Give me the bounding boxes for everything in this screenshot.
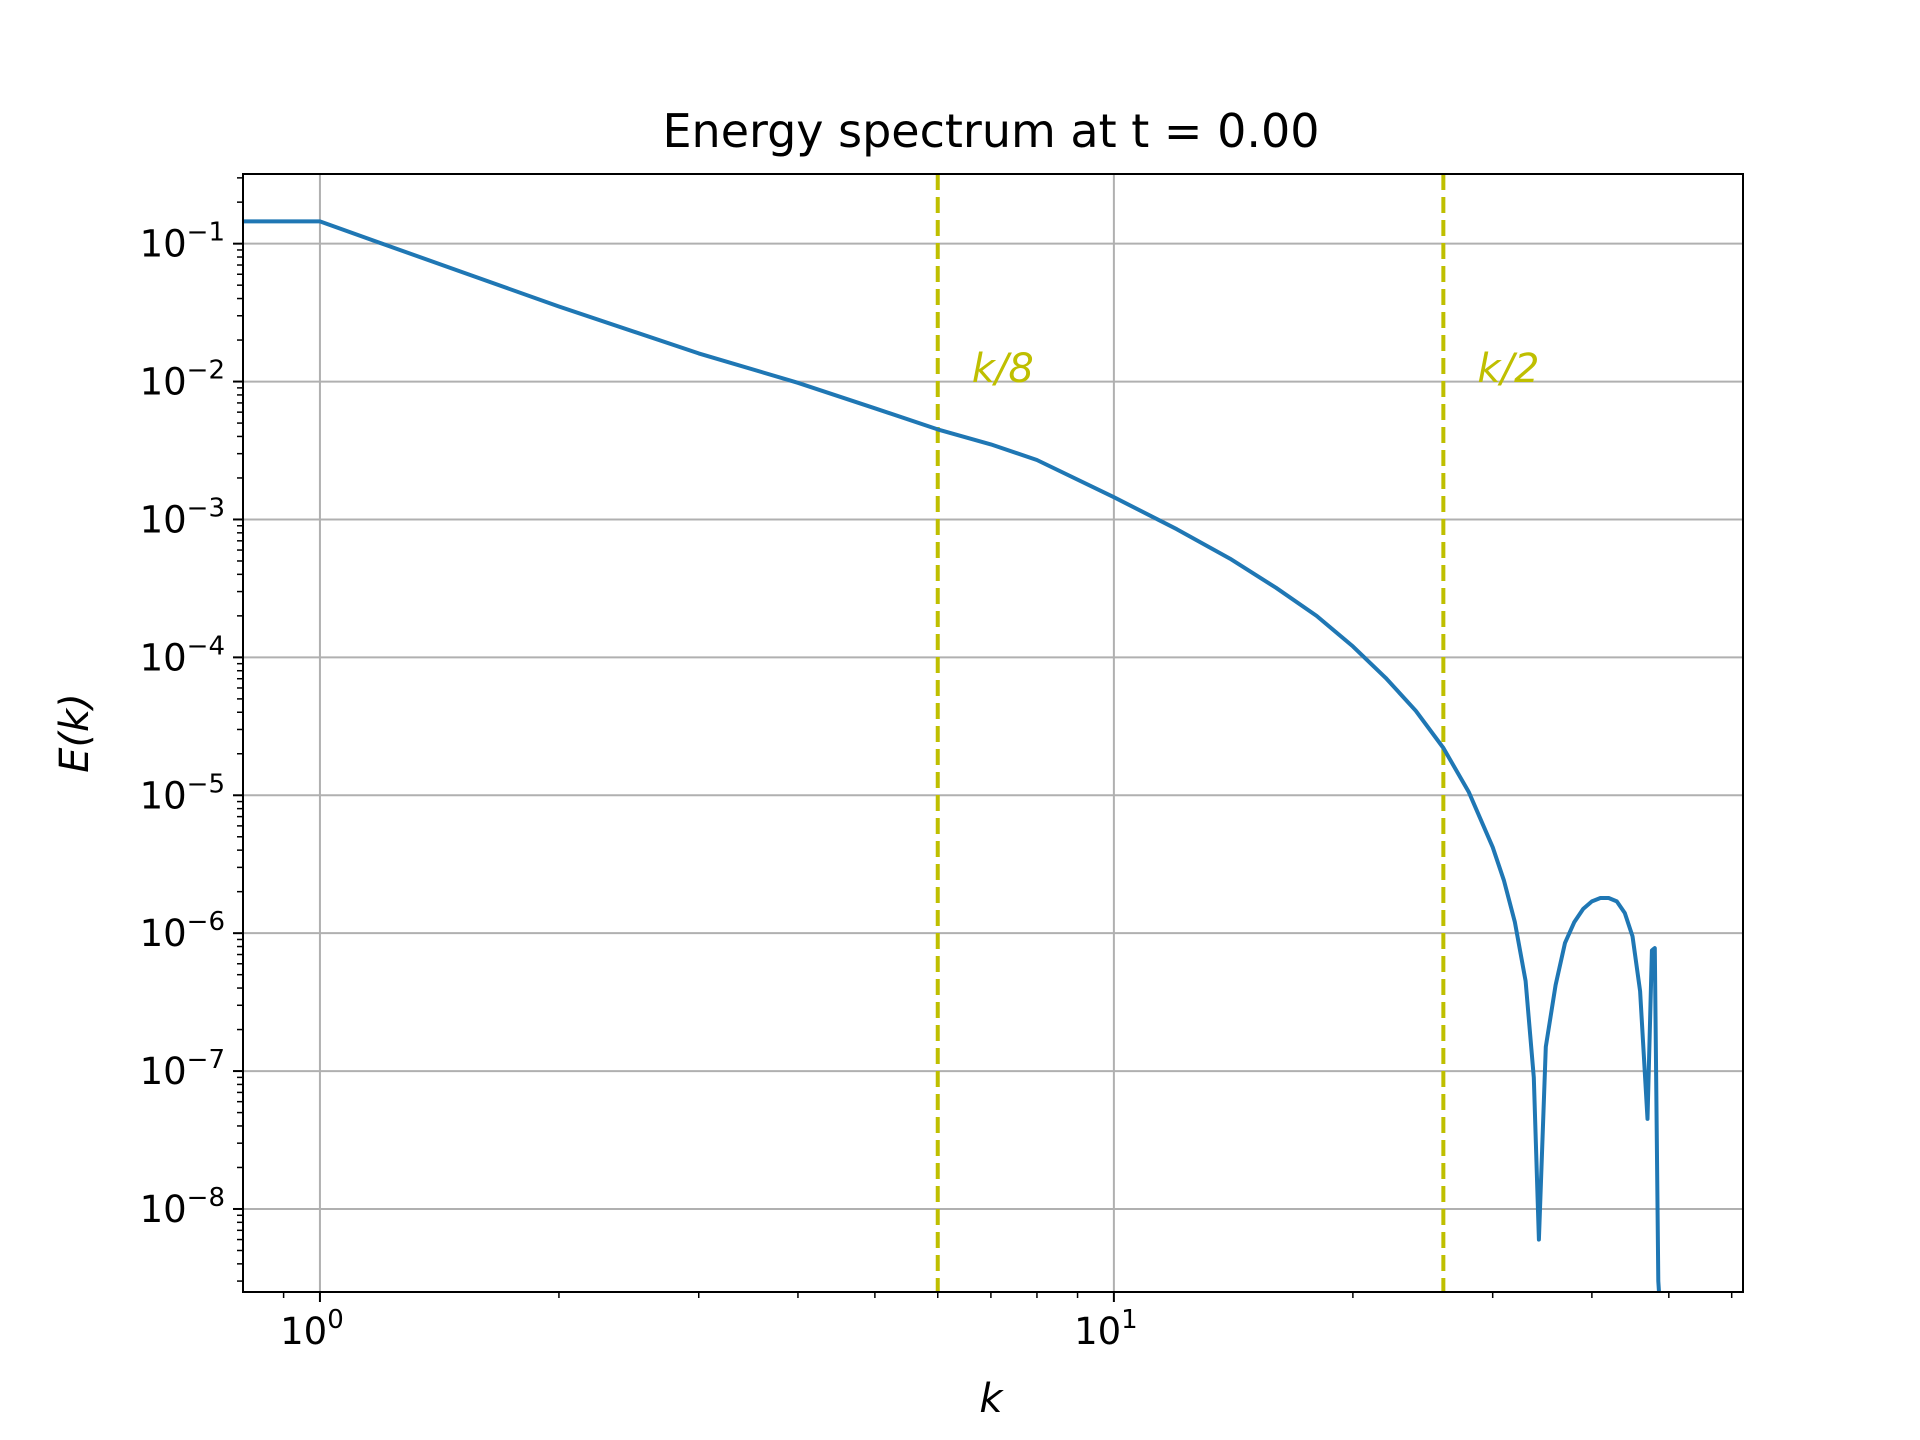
reference-lines: k/8 k/2 [935,174,1539,1292]
x-axis-label: k [979,1376,1004,1422]
data-series [243,219,1661,1293]
y-tick-label: 10−7 [140,1045,225,1093]
y-tick-label: 10−6 [140,907,225,955]
reference-line-label: k/8 [972,346,1034,392]
y-axis-ticks: 10−1 10−2 10−3 10−4 10−5 10−6 10−7 10−8 [140,177,243,1282]
plot-frame [242,173,1744,1293]
y-tick-label: 10−5 [140,769,225,817]
chart-title: Energy spectrum at t = 0.00 [662,104,1319,158]
y-tick-label: 10−8 [140,1183,225,1231]
y-tick-label: 10−1 [140,218,225,266]
x-axis-ticks: 100 101 [280,1292,1733,1353]
y-tick-label: 10−2 [140,356,225,404]
reference-line-label: k/2 [1477,346,1539,392]
y-axis-label: E(k) [52,693,98,773]
plot-area: k/8 k/2 [242,173,1744,1293]
grid-lines [243,174,1743,1292]
y-tick-label: 10−4 [140,631,225,679]
spectrum-line [243,219,1661,1293]
x-tick-label: 100 [280,1305,344,1353]
y-tick-label: 10−3 [140,493,225,541]
x-tick-label: 101 [1074,1305,1138,1353]
